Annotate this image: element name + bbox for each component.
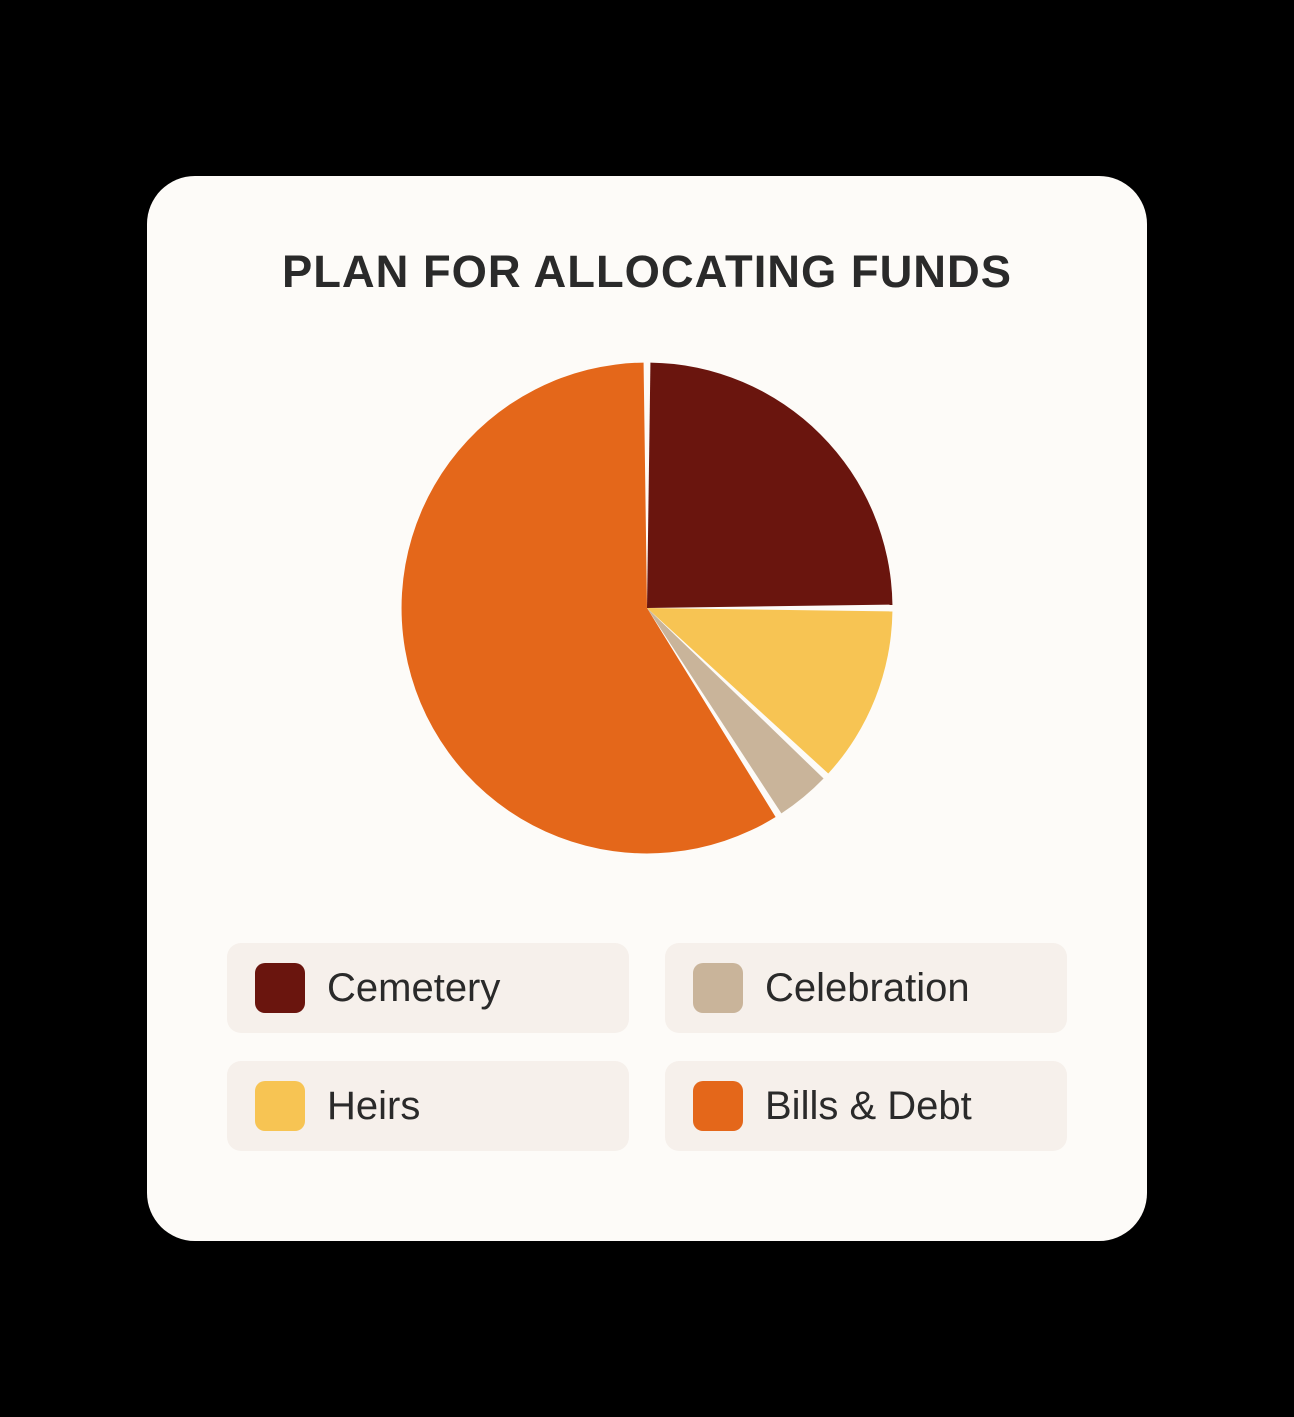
pie-slice: [647, 363, 892, 608]
legend-label: Celebration: [765, 966, 970, 1011]
legend-item: Heirs: [227, 1061, 629, 1151]
legend-swatch: [693, 1081, 743, 1131]
legend-label: Cemetery: [327, 966, 500, 1011]
legend-label: Bills & Debt: [765, 1084, 972, 1129]
legend-swatch: [693, 963, 743, 1013]
pie-svg: [377, 338, 917, 878]
legend-label: Heirs: [327, 1084, 420, 1129]
legend-swatch: [255, 963, 305, 1013]
chart-title: PLAN FOR ALLOCATING FUNDS: [282, 246, 1012, 298]
legend-item: Celebration: [665, 943, 1067, 1033]
pie-chart: [377, 338, 917, 883]
legend-item: Bills & Debt: [665, 1061, 1067, 1151]
legend-item: Cemetery: [227, 943, 629, 1033]
legend-swatch: [255, 1081, 305, 1131]
chart-card: PLAN FOR ALLOCATING FUNDS Cemetery Celebr…: [147, 176, 1147, 1241]
legend: Cemetery Celebration Heirs Bills & Debt: [227, 943, 1067, 1151]
